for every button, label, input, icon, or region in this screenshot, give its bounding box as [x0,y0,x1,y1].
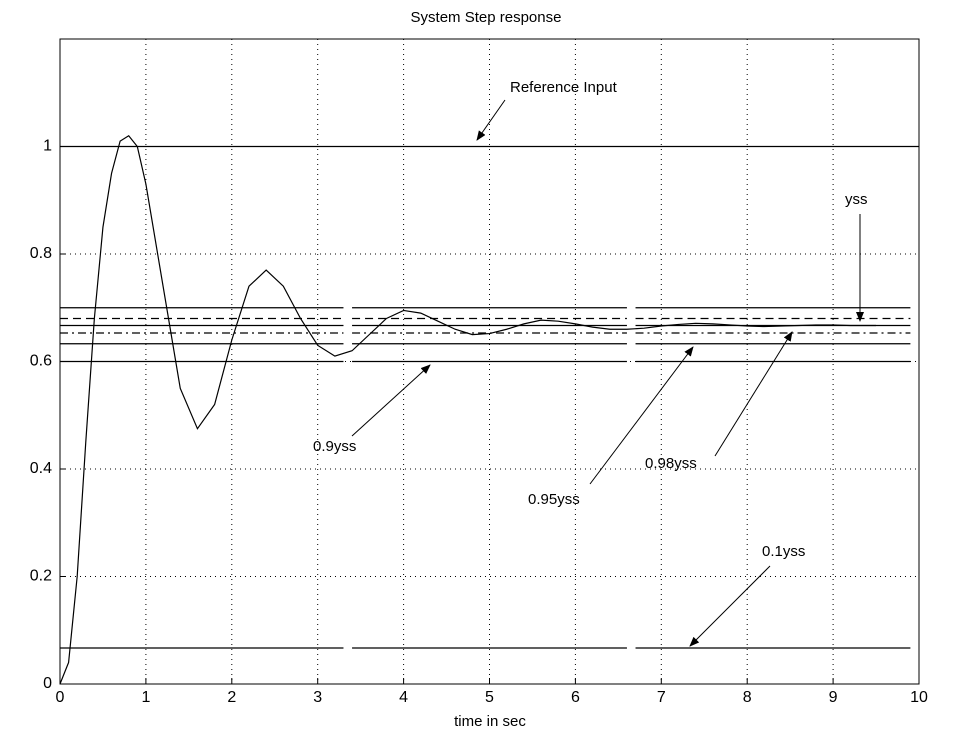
x-tick-label: 5 [485,689,494,706]
y-tick-label: 0.6 [30,353,52,370]
annotation: 0.1yss [762,543,805,560]
y-tick-label: 0.2 [30,568,52,585]
x-tick-label: 10 [910,689,928,706]
y-tick-label: 0.8 [30,245,52,262]
annotation: 0.98yss [645,455,697,472]
x-tick-label: 1 [141,689,150,706]
annotation-arrow [351,364,431,437]
annotation-arrow [714,331,793,457]
annotation-arrow [589,346,694,485]
x-tick-label: 2 [227,689,236,706]
x-tick-label: 9 [829,689,838,706]
annotation-arrow [476,99,506,141]
x-axis-label: time in sec [454,713,526,730]
x-tick-label: 3 [313,689,322,706]
y-tick-label: 0.4 [30,460,52,477]
x-tick-label: 8 [743,689,752,706]
line-series [59,134,877,685]
x-tick-label: 0 [56,689,65,706]
annotation: Reference Input [510,79,618,96]
annotation: 0.95yss [528,491,580,508]
y-tick-label: 0 [43,675,52,692]
x-tick-label: 4 [399,689,408,706]
y-tick-label: 1 [43,138,52,155]
annotation: 0.9yss [313,438,356,455]
chart-title: System Step response [411,9,562,26]
x-tick-label: 6 [571,689,580,706]
annotation-arrow [689,565,771,647]
x-tick-label: 7 [657,689,666,706]
annotation: yss [845,191,868,208]
